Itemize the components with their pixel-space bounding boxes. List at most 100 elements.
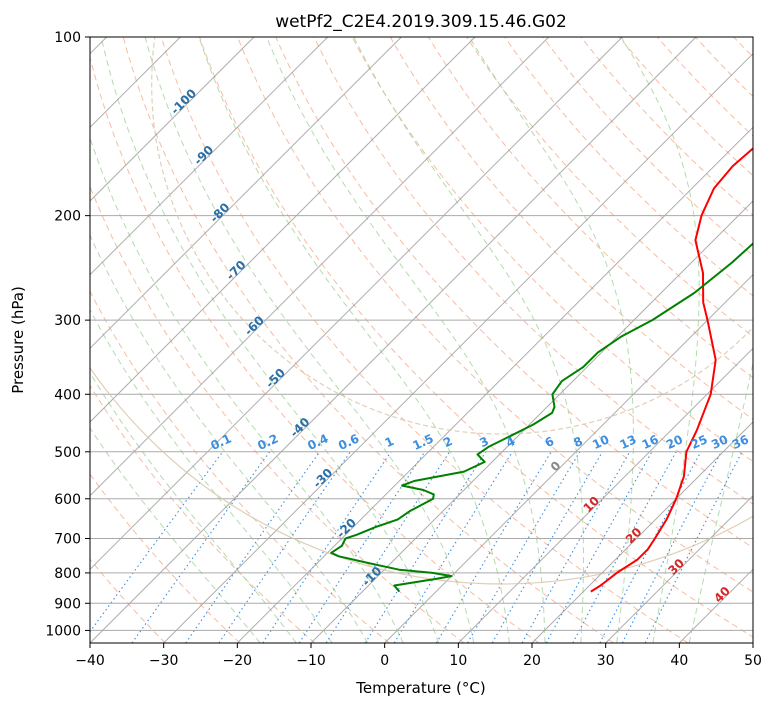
x-tick-label: 30 [597, 653, 615, 669]
moist-adiabat [620, 37, 700, 643]
y-tick-label: 100 [54, 30, 81, 46]
dewpoint-profile [330, 242, 753, 593]
dry-adiabat [90, 384, 316, 643]
dry-adiabat [237, 37, 753, 593]
ring-curve [151, 37, 753, 435]
isotherm-line [90, 37, 329, 276]
dry-adiabat [90, 55, 540, 643]
mixing-ratio-line [262, 451, 392, 643]
isotherm-line [90, 37, 476, 423]
x-tick-label: 10 [449, 653, 467, 669]
isotherms [90, 37, 753, 643]
warm-isotherm-label: 10 [580, 494, 602, 516]
profile-series [330, 147, 753, 593]
mixing-ratio-line [218, 451, 351, 643]
warm-isotherm-label: 0 [548, 458, 564, 474]
dry-adiabat [657, 37, 753, 137]
moist-adiabat [266, 37, 546, 643]
plot-frame [89, 36, 754, 644]
mixing-ratio-line [572, 451, 677, 643]
moist-adiabats [90, 37, 753, 643]
isotherm-label: -50 [263, 366, 288, 391]
x-tick-label: 40 [670, 653, 688, 669]
isotherm-line [90, 37, 255, 202]
mixing-ratio-line [298, 451, 426, 643]
y-tick-label: 300 [54, 313, 81, 329]
mixing-ratio-line [545, 451, 653, 643]
ring-curves [90, 37, 753, 585]
ring-curve [90, 366, 753, 585]
moist-adiabat [90, 136, 404, 643]
mixing-ratio-line [393, 451, 513, 643]
dry-adiabats [90, 37, 753, 643]
mixing-ratio-line [599, 451, 702, 643]
mixing-ratio-line [131, 451, 271, 643]
dry-adiabat [504, 37, 753, 297]
mixing-ratio-label: 13 [618, 432, 639, 452]
moist-adiabat [90, 308, 333, 643]
mixing-ratio-label: 2 [441, 434, 454, 450]
dry-adiabat [90, 290, 390, 643]
x-tick-label: −10 [296, 653, 326, 669]
y-tick-label: 500 [54, 445, 81, 461]
mixing-ratio-label: 6 [543, 434, 556, 450]
x-tick-label: −40 [75, 653, 105, 669]
dry-adiabat [313, 37, 753, 505]
y-tick-label: 1000 [45, 623, 81, 639]
isotherm-line [384, 273, 753, 643]
dry-adiabat [695, 37, 753, 98]
dry-adiabat [90, 185, 465, 643]
x-tick-label: −20 [223, 653, 253, 669]
mixing-ratio-line [185, 451, 321, 643]
moist-adiabat [144, 37, 475, 643]
dry-adiabat [542, 37, 753, 257]
y-tick-label: 800 [54, 566, 81, 582]
isotherm-label: -70 [223, 258, 248, 283]
isotherm-label: -60 [242, 313, 267, 338]
y-tick-label: 200 [54, 209, 81, 225]
isotherm-line [457, 347, 753, 643]
dry-adiabat [427, 37, 753, 379]
isotherm-line [678, 568, 753, 643]
x-tick-label: 0 [380, 653, 389, 669]
mixing-ratio-label: 36 [730, 432, 751, 452]
moist-adiabat [90, 233, 369, 643]
mixing-ratio-line [364, 451, 487, 643]
dry-adiabat [389, 37, 753, 420]
chart-title: wetPf2_C2E4.2019.309.15.46.G02 [275, 12, 567, 32]
mixing-ratio-line [325, 451, 451, 643]
mixing-ratio-label: 20 [664, 432, 685, 452]
isotherm-line [531, 421, 753, 643]
y-axis: 100 200 300 400 500 600 700 800 900 1000 [45, 30, 90, 639]
mixing-ratio-line [90, 451, 224, 633]
dry-adiabat [160, 37, 689, 643]
isotherm-label: -40 [287, 415, 312, 440]
isobars [90, 37, 753, 631]
isotherm-line [605, 494, 753, 643]
x-tick-label: 20 [523, 653, 541, 669]
moist-adiabat [100, 37, 439, 643]
mixing-ratio-line [467, 451, 581, 643]
moist-adiabat [90, 427, 261, 643]
isotherm-label: -80 [207, 200, 232, 225]
moist-adiabat [198, 37, 510, 643]
moist-adiabat [90, 371, 297, 643]
x-tick-label: 50 [744, 653, 762, 669]
mixing-ratio-lines [90, 451, 743, 643]
isotherm-line [90, 37, 697, 643]
dry-adiabat [466, 37, 753, 338]
moist-adiabat [688, 360, 753, 643]
mixing-ratio-label: 1.5 [410, 431, 435, 453]
y-tick-label: 600 [54, 492, 81, 508]
isotherm-label: -30 [310, 466, 335, 491]
y-tick-label: 400 [54, 387, 81, 403]
dry-adiabat [733, 37, 753, 58]
y-tick-label: 700 [54, 532, 81, 548]
y-tick-label: 900 [54, 596, 81, 612]
isotherm-line [752, 642, 753, 643]
isotherm-line [90, 37, 623, 571]
mixing-ratio-label: 1 [383, 434, 396, 450]
mixing-ratio-label: 30 [709, 432, 730, 452]
moist-adiabat [353, 37, 584, 643]
